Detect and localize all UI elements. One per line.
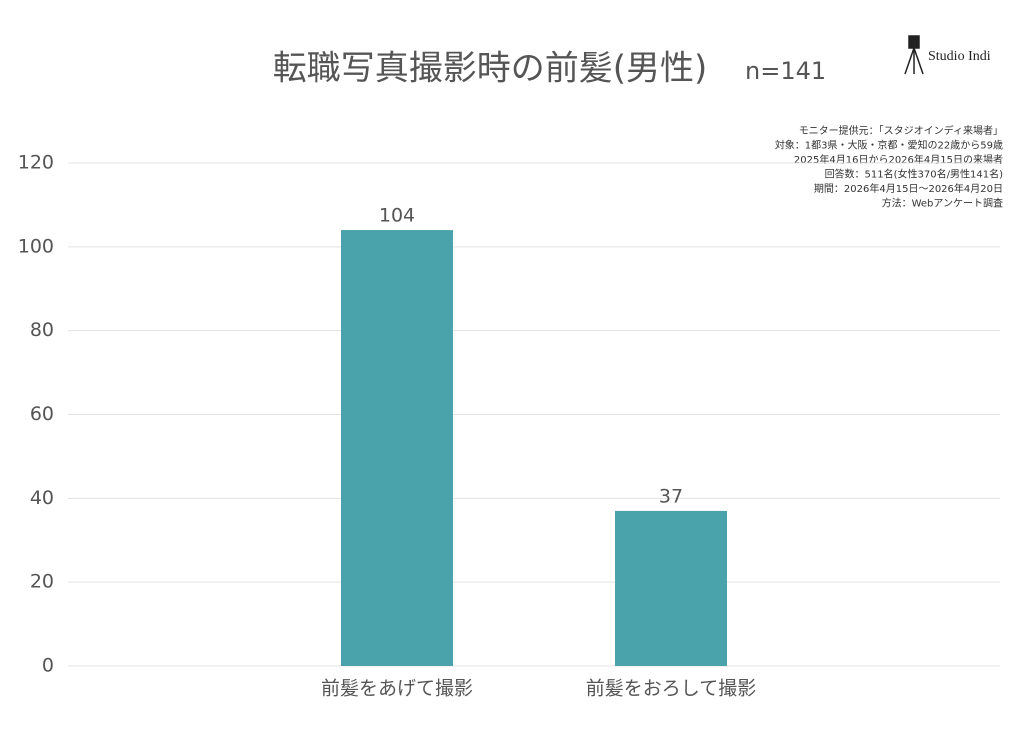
note: モニター提供元：「スタジオインディ来場者」 bbox=[799, 124, 1003, 137]
note: 対象：1都3県・大阪・京都・愛知の22歳から59歳 bbox=[775, 139, 1003, 152]
y-tick-label: 40 bbox=[30, 487, 54, 509]
y-tick-label: 60 bbox=[30, 403, 54, 425]
note: 2025年4月16日から2026年4月15日の来場者 bbox=[794, 153, 1003, 166]
brand: Studio Indi bbox=[928, 49, 991, 64]
y-tick-label: 80 bbox=[30, 319, 54, 341]
y-tick-label: 0 bbox=[42, 655, 54, 677]
x-tick-label: 前髪をおろして撮影 bbox=[586, 678, 756, 700]
value-label: 104 bbox=[379, 205, 415, 227]
chart-title: 転職写真撮影時の前髪(男性) bbox=[273, 49, 708, 89]
chart-subtitle: n=141 bbox=[745, 57, 826, 85]
y-tick-label: 20 bbox=[30, 571, 54, 593]
x-tick-label: 前髪をあげて撮影 bbox=[321, 678, 473, 700]
note: 回答数：511名(女性370名/男性141名) bbox=[825, 168, 1004, 181]
value-label: 37 bbox=[659, 485, 683, 507]
note: 期間：2026年4月15日〜2026年4月20日 bbox=[814, 182, 1003, 195]
y-tick-label: 100 bbox=[18, 235, 54, 257]
logo-icon bbox=[904, 35, 924, 75]
y-tick-label: 120 bbox=[18, 152, 54, 174]
note: 方法：Webアンケート調査 bbox=[882, 197, 1003, 210]
bar bbox=[341, 230, 453, 667]
bar bbox=[615, 510, 727, 666]
